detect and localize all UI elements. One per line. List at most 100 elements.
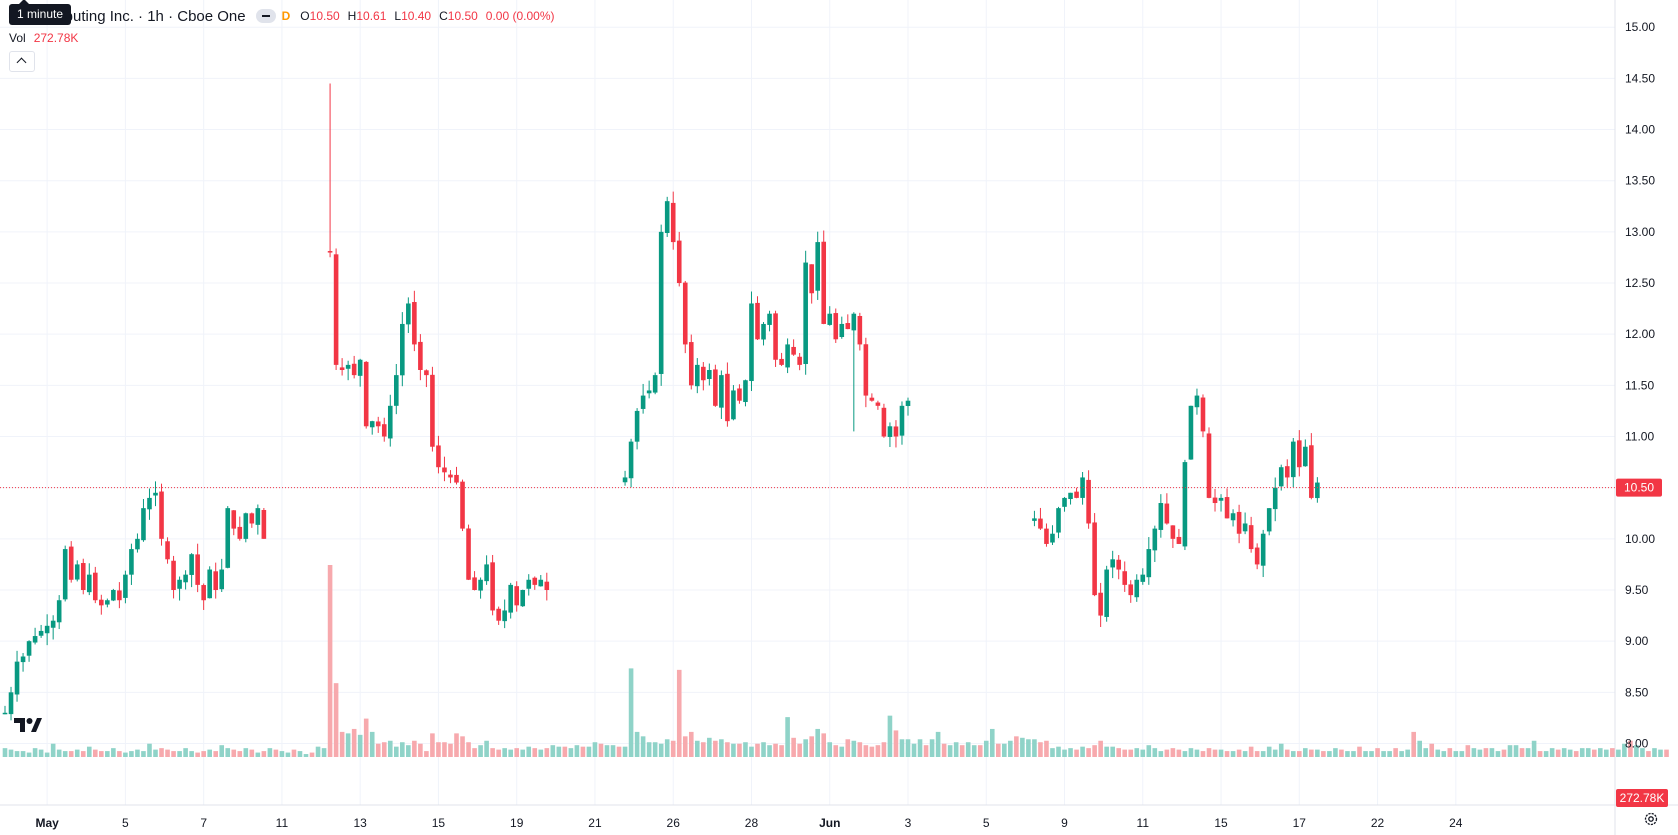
volume-bar <box>1399 751 1404 757</box>
volume-bar <box>1032 739 1037 757</box>
candlesticks <box>2 83 1320 721</box>
volume-bar <box>1014 736 1019 757</box>
volume-bar <box>381 742 387 757</box>
volume-bar <box>586 746 592 757</box>
volume-bar <box>1098 740 1103 757</box>
close-label: C <box>439 9 448 23</box>
volume-bar <box>32 748 38 757</box>
volume-bar <box>1080 746 1085 757</box>
volume-bar <box>1339 749 1344 757</box>
volume-bar <box>797 743 802 757</box>
volume-bar <box>466 742 471 757</box>
volume-bar <box>514 748 519 757</box>
volume-bar <box>1086 748 1091 757</box>
candle-body <box>38 630 44 636</box>
volume-bar <box>508 749 513 757</box>
candle-body <box>652 375 658 393</box>
volume-bar <box>875 745 881 757</box>
volume-bar <box>201 751 206 757</box>
volume-bar <box>1598 748 1603 757</box>
candle-body <box>68 546 74 580</box>
volume-bar <box>93 749 98 757</box>
volume-bar <box>80 751 86 757</box>
candle-body <box>219 569 225 590</box>
volume-badge: 272.78K <box>1620 791 1665 805</box>
candle-body <box>237 526 243 539</box>
candle-body <box>1218 497 1224 501</box>
volume-bar <box>261 751 267 757</box>
volume-bar <box>1170 748 1176 757</box>
candle-body <box>1194 395 1200 408</box>
candle-body <box>1254 547 1260 565</box>
candle-body <box>749 303 754 382</box>
volume-bar <box>460 736 465 757</box>
candle-body <box>719 375 724 408</box>
candle-body <box>857 315 863 345</box>
volume-bar <box>1616 749 1621 757</box>
candle-body <box>737 388 742 401</box>
volume-bar <box>339 731 345 757</box>
volume-bar <box>1387 751 1392 757</box>
volume-bar <box>1417 740 1422 757</box>
candle-body <box>44 625 50 634</box>
candle-body <box>327 251 333 253</box>
candle-body <box>1284 466 1290 478</box>
volume-bar <box>1591 749 1597 757</box>
volume-bar <box>983 740 989 757</box>
volume-bar <box>1658 749 1663 757</box>
volume-bar <box>1345 751 1350 757</box>
candle-body <box>526 579 532 589</box>
volume-bar <box>1489 748 1495 757</box>
candle-body <box>544 581 550 590</box>
volume-bar <box>1327 751 1332 757</box>
candle-body <box>339 367 345 370</box>
volume-bar <box>755 743 760 757</box>
volume-bar <box>827 742 833 757</box>
time-tick-label: 15 <box>1214 816 1228 830</box>
interval-tooltip: 1 minute <box>9 0 72 25</box>
volume-bar <box>123 752 128 757</box>
candle-body <box>231 510 237 529</box>
volume-bar <box>725 742 730 757</box>
hide-legend-button[interactable] <box>255 9 276 23</box>
chevron-up-icon[interactable] <box>9 51 35 72</box>
candle-body <box>701 366 706 381</box>
candle-body <box>1062 497 1067 507</box>
candle-body <box>1188 405 1194 460</box>
volume-bar <box>610 745 616 757</box>
volume-bar <box>1038 742 1043 757</box>
time-tick-label: 19 <box>510 816 524 830</box>
tradingview-logo-icon[interactable] <box>14 712 42 738</box>
volume-bar <box>279 751 285 757</box>
volume-bar <box>357 734 363 757</box>
volume-bar <box>1495 751 1501 757</box>
time-tick-label: 24 <box>1449 816 1463 830</box>
time-tick-label: Jun <box>819 816 840 830</box>
time-tick-label: 26 <box>667 816 681 830</box>
volume-bar <box>50 743 56 757</box>
volume-bar <box>1664 749 1669 757</box>
candle-body <box>695 364 700 387</box>
candle-body <box>1182 462 1188 547</box>
volume-bar <box>345 733 351 757</box>
volume-bar <box>544 748 550 757</box>
candle-body <box>472 577 477 590</box>
time-tick-label: 5 <box>122 816 129 830</box>
volume-legend: Vol 272.78K <box>9 31 78 45</box>
volume-bar <box>291 749 297 757</box>
volume-bar <box>1435 749 1441 757</box>
volume-bar <box>1008 740 1013 757</box>
candle-body <box>622 477 628 483</box>
volume-bar <box>701 742 706 757</box>
volume-bar <box>917 739 923 757</box>
volume-bar <box>255 752 261 757</box>
volume-bar <box>1363 751 1368 757</box>
volume-bar <box>965 742 971 757</box>
volume-bar <box>923 745 929 757</box>
volume-bar <box>941 743 947 757</box>
volume-bar <box>574 745 580 757</box>
volume-bar <box>532 748 538 757</box>
gear-icon[interactable] <box>1643 811 1659 827</box>
volume-bar <box>1610 748 1615 757</box>
